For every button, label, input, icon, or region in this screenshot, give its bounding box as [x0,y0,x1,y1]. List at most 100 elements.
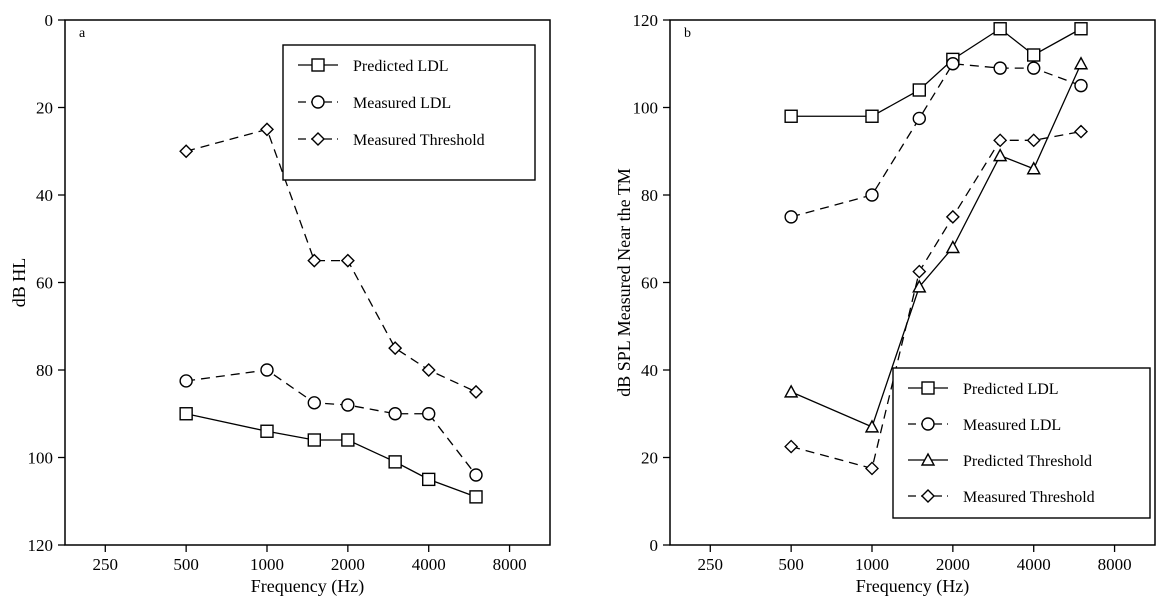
data-point-diamond [993,133,1008,148]
data-point-diamond [260,122,274,137]
data-point-diamond [1026,133,1041,148]
legend-marker-circle [311,95,325,109]
legend-entry: Measured Threshold [353,132,485,149]
legend: Predicted LDL Measured LDL Measured Thresh… [282,44,536,181]
data-point-diamond [945,209,960,224]
data-point-circle [388,407,402,421]
data-point-triangle [1026,161,1041,175]
y-tick-label: 60 [641,274,658,293]
y-tick-label: 100 [633,99,659,118]
series-measured-threshold [784,124,1088,476]
y-tick-label: 20 [36,99,53,118]
data-point-circle [912,111,926,126]
data-point-circle [469,468,483,482]
x-tick-label: 8000 [1098,555,1132,574]
legend-entry: Predicted Threshold [963,453,1092,470]
chart-panel-a: 250 500 1000 2000 4000 8000 0 20 40 60 80 100 120 Fre… [9,11,551,597]
y-tick-label: 120 [28,536,54,555]
y-tick-label: 80 [36,361,53,380]
y-axis-label: dB HL [9,258,29,308]
legend-marker-circle [921,417,935,431]
y-axis-label: dB SPL Measured Near the TM [614,168,634,396]
data-point-square [865,109,879,123]
legend-box [282,44,536,181]
data-point-diamond [307,253,322,268]
data-point-triangle [945,240,961,254]
data-point-circle [179,374,193,388]
data-point-circle [1074,78,1088,93]
y-tick-label: 40 [36,186,53,205]
legend-marker-square [921,381,935,395]
series-measured-ldl [179,363,483,482]
data-point-square [1074,22,1088,36]
data-point-circle [422,407,436,421]
y-tick-label: 40 [641,361,658,380]
data-point-square [179,407,193,421]
x-tick-label: 250 [93,555,119,574]
data-point-square [1027,48,1041,62]
y-tick-label: 80 [641,186,658,205]
data-point-square [388,455,402,469]
x-tick-label: 4000 [412,555,446,574]
panel-label: a [79,26,86,41]
legend-entry: Measured LDL [963,417,1061,434]
legend: Predicted LDL Measured LDL Predicted Thres… [892,367,1151,519]
legend-entry: Measured LDL [353,95,451,112]
series-predicted-ldl [784,22,1088,123]
y-tick-label: 60 [36,274,53,293]
x-tick-label: 250 [698,555,724,574]
series-predicted-threshold [783,56,1089,433]
y-tick-label: 0 [650,536,659,555]
data-point-circle [341,398,355,412]
data-point-square [912,83,926,97]
legend-marker-triangle [920,452,936,466]
x-tick-label: 500 [778,555,804,574]
data-point-diamond [865,461,879,476]
y-tick-label: 0 [45,11,54,30]
panel-label: b [684,26,691,41]
data-point-square [784,109,798,123]
data-point-square [260,424,274,438]
data-point-triangle [783,384,799,398]
y-tick-label: 100 [28,449,54,468]
data-point-circle [946,57,960,71]
x-tick-label: 1000 [855,555,889,574]
y-tick-label: 120 [633,11,659,30]
series-predicted-ldl [179,407,483,504]
x-tick-label: 2000 [936,555,970,574]
data-point-diamond [388,341,403,356]
data-point-square [307,433,321,447]
legend-marker-diamond [311,132,325,146]
series-measured-threshold [179,122,483,399]
data-point-diamond [469,384,483,399]
x-tick-label: 500 [173,555,199,574]
chart-panel-b: 250 500 1000 2000 4000 8000 0 20 40 60 80 100 120 Fre… [614,11,1156,597]
legend-marker-square [311,58,325,72]
data-point-circle [1027,61,1041,75]
x-tick-label: 2000 [331,555,365,574]
legend-entry: Measured Threshold [963,489,1095,506]
data-point-triangle [864,419,880,433]
data-point-diamond [912,264,927,279]
data-point-circle [865,188,879,202]
x-tick-label: 8000 [493,555,527,574]
data-point-diamond [340,253,355,268]
data-point-diamond [1074,124,1088,139]
data-point-triangle [1073,56,1089,70]
data-point-square [422,472,436,487]
series-measured-ldl [784,57,1088,224]
legend-marker-diamond [921,489,935,503]
x-tick-label: 4000 [1017,555,1051,574]
data-point-circle [260,363,274,377]
data-point-diamond [421,363,436,377]
legend-box [892,367,1151,519]
data-point-square [993,22,1007,36]
data-point-triangle [992,148,1008,162]
data-point-square [469,490,483,504]
x-tick-label: 1000 [250,555,284,574]
data-point-circle [993,61,1007,75]
data-point-circle [784,210,798,224]
data-point-diamond [784,439,799,454]
y-tick-label: 20 [641,449,658,468]
